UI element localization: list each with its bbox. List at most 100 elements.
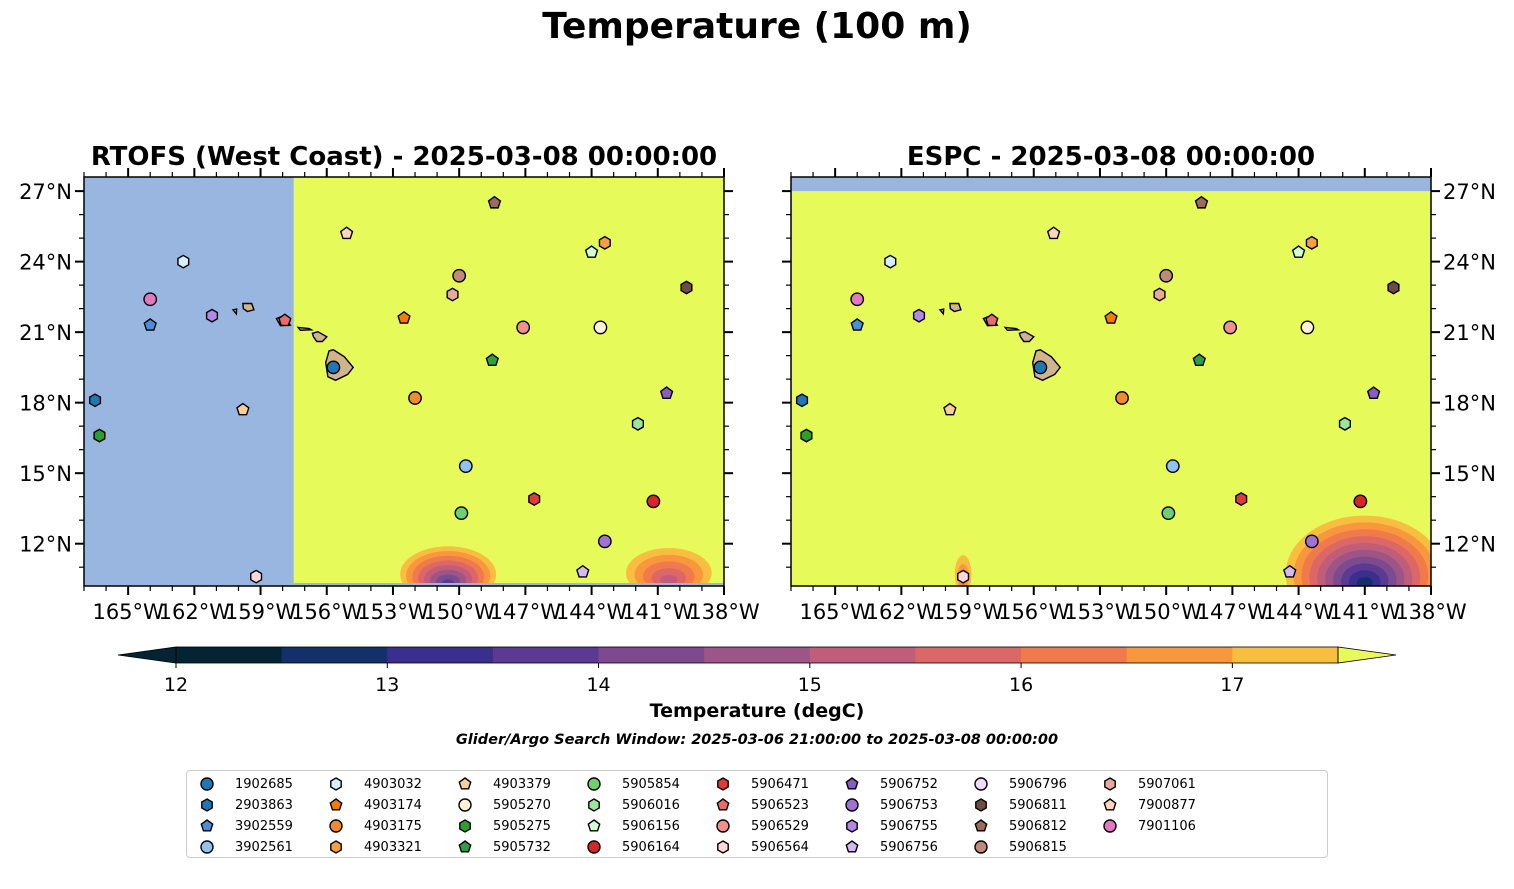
colorbar: 12 13 14 15 16 17 [117,646,1397,696]
colorbar-segment [1126,647,1233,663]
legend-marker-5906756 [845,840,859,853]
map-panel-espc: 165°W162°W159°W156°W153°W150°W147°W144°W… [782,168,1496,624]
hexagon-marker-icon [588,798,600,812]
float-marker-5906016 [631,416,644,431]
float-marker-5906471 [1235,492,1248,507]
hexagon-marker-icon [846,819,858,833]
circle-marker-icon [1103,819,1117,833]
float-marker-5906811 [680,280,693,295]
legend-marker-2903863 [201,798,213,812]
pentagon-marker-icon [716,798,730,811]
legend-label: 5905275 [493,818,551,834]
legend-label: 5906796 [1009,776,1067,792]
y-tick-label: 27°N [19,180,72,204]
float-marker-5906523 [985,313,999,327]
legend-marker-5907061 [1104,777,1116,791]
colorbar-tick-label: 12 [164,674,188,696]
legend-label: 5906755 [880,818,938,834]
x-tick-label: 147°W [1197,600,1269,624]
x-tick-label: 156°W [291,600,363,624]
float-marker-5905275 [800,428,813,443]
pentagon-marker-icon [329,798,343,811]
float-marker-3902559 [143,318,157,331]
float-marker-1902685 [326,360,341,375]
float-marker-4903032 [884,254,897,269]
pentagon-marker-icon [1103,798,1117,811]
x-tick-label: 147°W [490,600,562,624]
island-outline [938,308,945,316]
colorbar-segment [915,647,1022,663]
colorbar-segment [1021,647,1128,663]
float-marker-4903379 [236,402,250,416]
legend-item-4903032: 4903032 [328,774,422,794]
legend-marker-4903174 [329,798,343,811]
hexagon-marker-icon [330,777,342,791]
float-marker-5906753 [1304,534,1319,549]
float-marker-5905854 [1161,506,1176,521]
y-tick-label: 12°N [1443,533,1496,557]
x-tick-label: 138°W [688,600,760,624]
legend-item-5906471: 5906471 [715,774,809,794]
float-marker-2903863 [795,393,809,408]
legend-label: 5906564 [751,839,809,855]
legend-item-4903321: 4903321 [328,837,422,857]
circle-marker-icon [587,840,601,854]
legend-item-2903863: 2903863 [199,795,293,815]
float-marker-5906164 [1353,494,1368,509]
no-data-strip [293,583,724,586]
float-marker-5905270 [593,320,608,335]
colorbar-frame [175,646,1339,664]
legend-label: 5905854 [622,776,680,792]
legend-item-5906755: 5906755 [844,816,938,836]
legend-marker-4903379 [458,777,472,790]
cold-patch-contour [660,574,678,585]
x-tick-label: 165°W [92,600,164,624]
legend-marker-5906016 [588,798,600,812]
legend-marker-5906755 [846,819,858,833]
hexagon-marker-icon [330,840,342,854]
float-marker-5906529 [1223,320,1238,335]
circle-marker-icon [974,840,988,854]
float-marker-5906156 [584,245,599,258]
float-marker-5906471 [528,492,541,507]
circle-marker-icon [845,798,859,812]
legend-marker-1902685 [200,777,214,791]
legend-label: 5906811 [1009,797,1067,813]
panel-title-rtofs: RTOFS (West Coast) - 2025-03-08 00:00:00 [90,142,718,172]
float-marker-5905732 [485,353,499,367]
float-marker-5906755 [205,308,219,323]
legend-item-4903379: 4903379 [457,774,551,794]
x-tick-label: 156°W [998,600,1070,624]
legend-marker-5906529 [716,819,730,833]
colorbar-segment [492,647,600,663]
y-tick-label: 18°N [19,392,72,416]
hexagon-marker-icon [717,840,729,854]
legend-item-5906753: 5906753 [844,795,938,815]
float-marker-5906815 [1159,268,1174,283]
float-marker-5907061 [446,287,459,302]
island-outline [311,330,328,343]
circle-marker-icon [974,777,988,791]
no-data-region [84,177,294,586]
legend-label: 4903175 [364,818,422,834]
float-marker-5906564 [250,569,263,584]
legend-item-5906164: 5906164 [586,837,680,857]
y-tick-label: 18°N [1443,392,1496,416]
y-tick-label: 12°N [19,533,72,557]
colorbar-tick-label: 14 [586,674,610,696]
float-marker-7900877 [339,226,354,240]
legend-label: 5906156 [622,818,680,834]
legend-item-5905275: 5905275 [457,816,551,836]
float-marker-5906529 [516,320,531,335]
float-marker-2903863 [88,393,102,408]
legend-marker-5906164 [587,840,601,854]
colorbar-segment [598,647,705,663]
legend-marker-5905732 [458,840,472,853]
float-marker-5906812 [1194,195,1209,209]
float-marker-1902685 [1033,360,1048,375]
legend-label: 4903174 [364,797,422,813]
float-marker-7901106 [850,292,865,307]
legend-item-7901106: 7901106 [1102,816,1196,836]
circle-marker-icon [458,798,472,812]
